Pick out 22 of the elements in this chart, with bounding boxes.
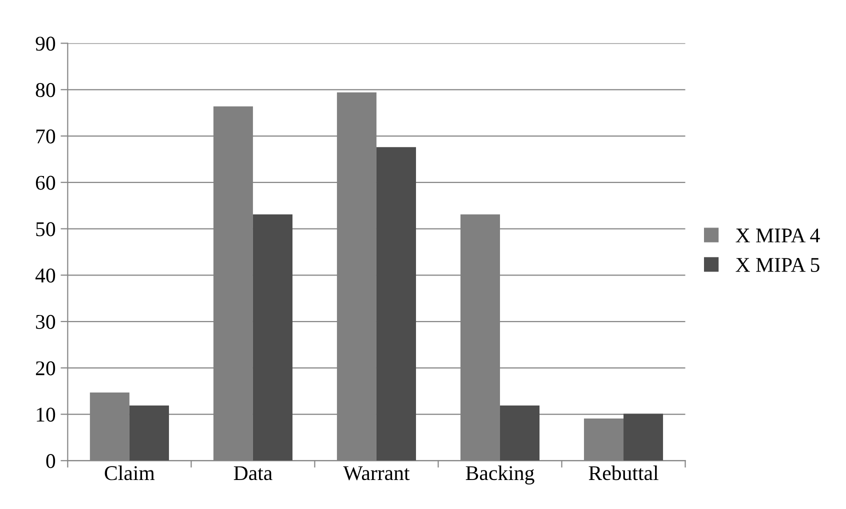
y-tick-label: 90 (36, 36, 56, 51)
y-tick-label: 70 (36, 129, 56, 144)
bar (129, 405, 169, 461)
x-tick-label: Rebuttal (588, 466, 658, 480)
bar (376, 147, 416, 461)
legend-label: X MIPA 5 (736, 258, 820, 272)
y-tick-label: 0 (46, 454, 56, 468)
y-tick-label: 50 (36, 222, 56, 236)
bar (624, 414, 664, 461)
x-tick-label: Data (234, 466, 272, 480)
y-tick-label: 20 (36, 361, 56, 376)
legend-label: X MIPA 4 (736, 228, 820, 242)
y-tick-label: 30 (36, 314, 56, 329)
x-tick-label: Backing (466, 466, 534, 484)
y-tick-label: 40 (35, 268, 56, 283)
y-tick-label: 60 (36, 176, 56, 190)
y-tick-label: 10 (36, 408, 56, 422)
y-tick-label: 80 (36, 83, 56, 98)
bar (252, 214, 292, 461)
bar (500, 405, 540, 461)
x-tick-label: Claim (104, 466, 155, 480)
x-tick-label: Warrant (343, 466, 410, 480)
